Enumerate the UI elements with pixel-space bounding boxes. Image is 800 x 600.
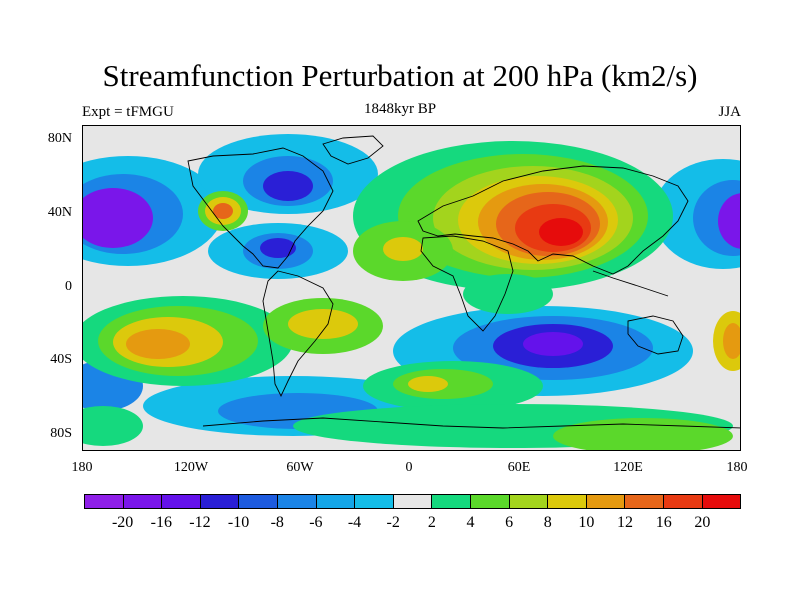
period-label: 1848kyr BP	[363, 101, 437, 117]
colorbar-label: 12	[617, 514, 634, 531]
lon-label-0: 0	[405, 460, 413, 475]
positive-anomaly-fields	[83, 141, 740, 450]
colorbar-label: 6	[505, 514, 514, 531]
colorbar-segment	[239, 495, 278, 508]
map-plot-area	[82, 125, 741, 451]
colorbar-segment	[663, 495, 703, 508]
colorbar-segment	[355, 495, 394, 508]
lat-label-40n: 40N	[47, 205, 72, 220]
season-label: JJA	[718, 104, 741, 120]
colorbar-segment	[548, 495, 587, 508]
colorbar-segment	[586, 495, 626, 508]
lon-label-180e: 180	[726, 460, 748, 475]
colorbar-label: -16	[150, 514, 172, 531]
colorbar-label: -8	[270, 514, 284, 531]
lon-label-120w: 120W	[173, 460, 209, 475]
colorbar-segment	[702, 495, 741, 508]
colorbar-label: 20	[694, 514, 711, 531]
lon-label-120e: 120E	[613, 460, 643, 475]
colorbar-label: 8	[543, 514, 552, 531]
coastlines	[187, 135, 740, 429]
negative-anomaly-fields	[83, 134, 740, 436]
colorbar-segment	[625, 495, 664, 508]
colorbar-segment	[393, 495, 433, 508]
colorbar-label: 16	[655, 514, 672, 531]
experiment-label: Expt = tFMGU	[82, 104, 174, 120]
colorbar-label: 10	[578, 514, 595, 531]
lon-label-180w: 180	[71, 460, 93, 475]
colorbar-segment	[85, 495, 124, 508]
contour-map	[83, 126, 740, 450]
colorbar-label: 4	[466, 514, 475, 531]
colorbar-segment	[316, 495, 356, 508]
lat-label-40s: 40S	[50, 352, 72, 367]
colorbar-segment	[432, 495, 471, 508]
colorbar-label: -20	[111, 514, 134, 531]
colorbar-segment	[277, 495, 317, 508]
colorbar-segment	[509, 495, 549, 508]
lon-label-60w: 60W	[286, 460, 314, 475]
lat-label-0: 0	[65, 279, 72, 294]
lat-label-80s: 80S	[50, 426, 72, 441]
colorbar-label: -4	[347, 514, 362, 531]
colorbar-label: 2	[427, 514, 436, 531]
plot-title: Streamfunction Perturbation at 200 hPa (…	[102, 58, 698, 93]
colorbar-label: -10	[227, 514, 250, 531]
lat-label-80n: 80N	[47, 131, 72, 146]
colorbar-segment	[123, 495, 163, 508]
colorbar-segment	[200, 495, 240, 508]
colorbar-segment	[470, 495, 510, 508]
colorbar-label: -12	[189, 514, 211, 531]
colorbar	[84, 494, 741, 509]
lon-label-60e: 60E	[507, 460, 531, 475]
colorbar-segment	[162, 495, 201, 508]
colorbar-label: -2	[386, 514, 400, 531]
colorbar-label: -6	[309, 514, 323, 531]
